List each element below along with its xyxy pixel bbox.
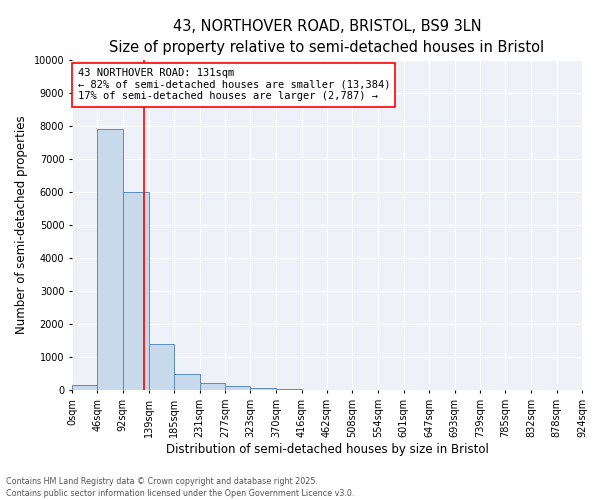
Text: Contains HM Land Registry data © Crown copyright and database right 2025.
Contai: Contains HM Land Registry data © Crown c… (6, 476, 355, 498)
Bar (250, 388, 276, 390)
Bar (225, 386, 250, 390)
Bar (72, 385, 97, 390)
Bar (97, 130, 123, 390)
Bar (174, 374, 200, 390)
Bar (149, 344, 174, 390)
Bar (199, 384, 225, 390)
Title: 43, NORTHOVER ROAD, BRISTOL, BS9 3LN
Size of property relative to semi-detached : 43, NORTHOVER ROAD, BRISTOL, BS9 3LN Siz… (109, 18, 545, 55)
Text: 43 NORTHOVER ROAD: 131sqm
← 82% of semi-detached houses are smaller (13,384)
17%: 43 NORTHOVER ROAD: 131sqm ← 82% of semi-… (77, 68, 390, 102)
X-axis label: Distribution of semi-detached houses by size in Bristol: Distribution of semi-detached houses by … (166, 442, 488, 456)
Bar (123, 192, 149, 390)
Y-axis label: Number of semi-detached properties: Number of semi-detached properties (15, 116, 28, 334)
